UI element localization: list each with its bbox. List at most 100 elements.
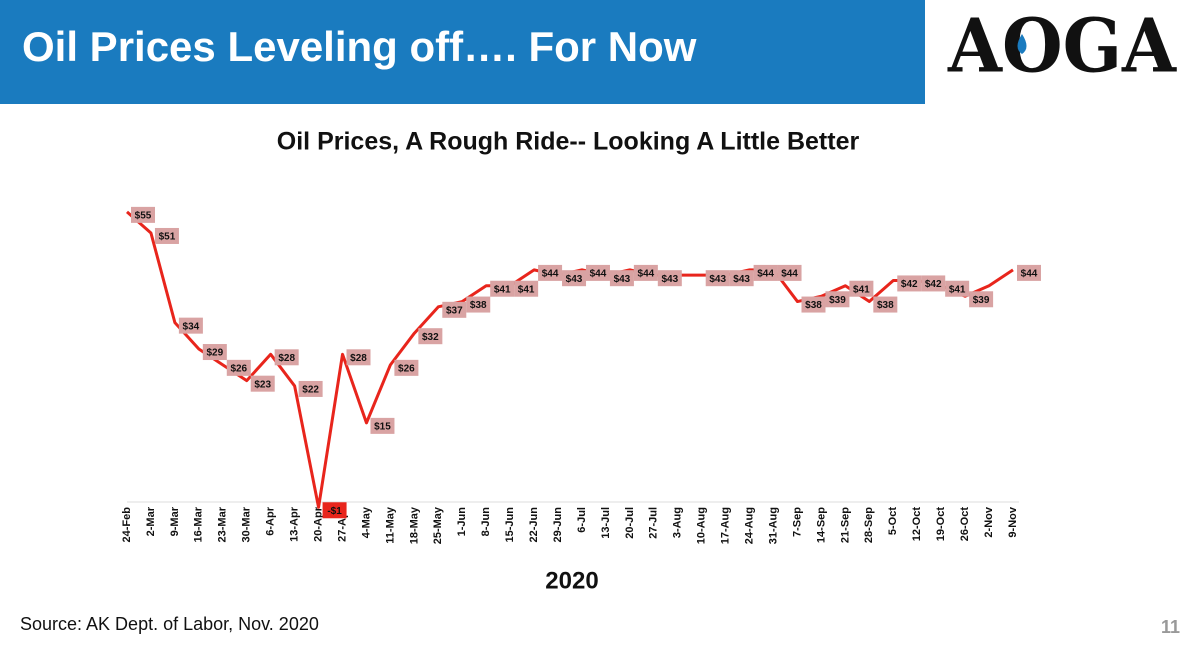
data-label: $41 xyxy=(518,284,535,295)
data-label: $28 xyxy=(278,353,295,364)
data-label: $44 xyxy=(542,269,559,280)
data-label-box xyxy=(154,227,179,244)
data-label-box xyxy=(801,296,826,313)
data-label: $41 xyxy=(949,284,966,295)
x-tick-label: 13-Apr xyxy=(289,506,301,542)
x-tick-label: 31-Aug xyxy=(767,507,779,544)
logo: AOGA xyxy=(947,4,1177,90)
data-label: $26 xyxy=(398,363,415,374)
x-tick-label: 24-Feb xyxy=(121,507,133,543)
x-tick-label: 2-Nov xyxy=(983,506,995,537)
x-tick-label: 22-Jun xyxy=(528,507,540,543)
data-label: -$1 xyxy=(327,506,342,517)
x-tick-label: 20-Jul xyxy=(624,507,636,539)
x-tick-label: 30-Mar xyxy=(241,506,253,542)
x-tick-label: 11-May xyxy=(384,506,396,544)
x-tick-label: 6-Jul xyxy=(576,507,588,533)
data-label-box xyxy=(250,375,275,392)
data-label-box xyxy=(322,502,347,519)
data-label: $51 xyxy=(159,232,176,243)
x-tick-label: 4-May xyxy=(360,506,372,538)
x-axis-label: 2020 xyxy=(545,567,598,594)
x-tick-label: 13-Jul xyxy=(600,507,612,539)
x-tick-label: 9-Mar xyxy=(169,506,181,536)
data-label: $43 xyxy=(661,274,678,285)
x-tick-label: 19-Oct xyxy=(935,507,947,542)
x-tick-label: 15-Jun xyxy=(504,507,516,543)
data-label: $42 xyxy=(925,279,942,290)
data-label: $23 xyxy=(254,379,271,390)
data-label: $29 xyxy=(206,348,223,359)
data-label-box xyxy=(178,317,203,334)
data-label-box xyxy=(705,270,730,287)
x-tick-label: 6-Apr xyxy=(265,506,277,535)
data-label: $39 xyxy=(973,295,990,306)
data-label: $43 xyxy=(733,274,750,285)
data-label-box xyxy=(131,206,155,223)
data-label: $34 xyxy=(183,321,200,332)
x-tick-label: 17-Aug xyxy=(720,507,732,544)
data-label: $28 xyxy=(350,353,367,364)
data-label-box xyxy=(825,291,850,308)
data-label-box xyxy=(370,417,395,434)
data-label: $39 xyxy=(829,295,846,306)
data-label: $43 xyxy=(709,274,726,285)
data-label-box xyxy=(657,270,682,287)
x-tick-label: 25-May xyxy=(432,506,444,544)
data-label: $37 xyxy=(446,305,463,316)
x-tick-label: 9-Nov xyxy=(1007,506,1019,537)
data-label: $44 xyxy=(781,269,798,280)
chart-title: Oil Prices, A Rough Ride-- Looking A Lit… xyxy=(277,128,860,156)
x-tick-label: 2-Mar xyxy=(145,506,157,536)
data-label-box xyxy=(442,301,467,318)
data-label-box xyxy=(298,380,323,397)
data-label-box xyxy=(849,280,874,297)
x-tick-label: 28-Sep xyxy=(863,507,875,543)
x-tick-label: 16-Mar xyxy=(193,506,205,542)
data-label-box xyxy=(777,264,802,281)
page-number: 11 xyxy=(1161,617,1180,637)
data-label: $22 xyxy=(302,385,319,396)
data-label: $26 xyxy=(230,363,247,374)
data-label-box xyxy=(873,296,898,313)
x-tick-label: 20-Apr xyxy=(312,506,324,542)
x-tick-label: 27-Jul xyxy=(648,507,660,539)
x-tick-label: 8-Jun xyxy=(480,507,492,537)
price-line xyxy=(126,210,1014,509)
data-label-box xyxy=(538,264,563,281)
data-label: $44 xyxy=(638,269,655,280)
data-label-box xyxy=(202,344,227,361)
data-label-box xyxy=(514,280,539,297)
data-label: $43 xyxy=(614,274,631,285)
data-label: $44 xyxy=(757,269,774,280)
data-label-box xyxy=(969,291,994,308)
data-label-box xyxy=(274,349,299,366)
x-tick-label: 26-Oct xyxy=(959,507,971,542)
data-label-box xyxy=(394,359,419,376)
x-tick-label: 18-May xyxy=(408,506,420,544)
data-label-box xyxy=(346,349,371,366)
data-label: $55 xyxy=(135,211,152,222)
data-label-box xyxy=(633,264,658,281)
x-tick-label: 21-Sep xyxy=(839,507,851,543)
data-label: $32 xyxy=(422,332,439,343)
data-label-box xyxy=(418,328,443,345)
data-label: $38 xyxy=(805,300,822,311)
x-tick-label: 12-Oct xyxy=(911,507,923,542)
data-label: $41 xyxy=(853,284,870,295)
x-tick-label: 29-Jun xyxy=(552,507,564,543)
data-label: $44 xyxy=(1021,269,1038,280)
data-label: $42 xyxy=(901,279,918,290)
data-label: $15 xyxy=(374,422,391,433)
data-label-box xyxy=(729,270,754,287)
source: Source: AK Dept. of Labor, Nov. 2020 xyxy=(20,614,319,634)
data-label-box xyxy=(585,264,610,281)
x-tick-label: 10-Aug xyxy=(696,507,708,544)
header-band xyxy=(0,0,925,104)
data-label-box xyxy=(753,264,778,281)
data-label: $38 xyxy=(470,300,487,311)
data-label-box xyxy=(609,270,634,287)
data-label-box xyxy=(1017,264,1041,281)
data-label-box xyxy=(562,270,587,287)
